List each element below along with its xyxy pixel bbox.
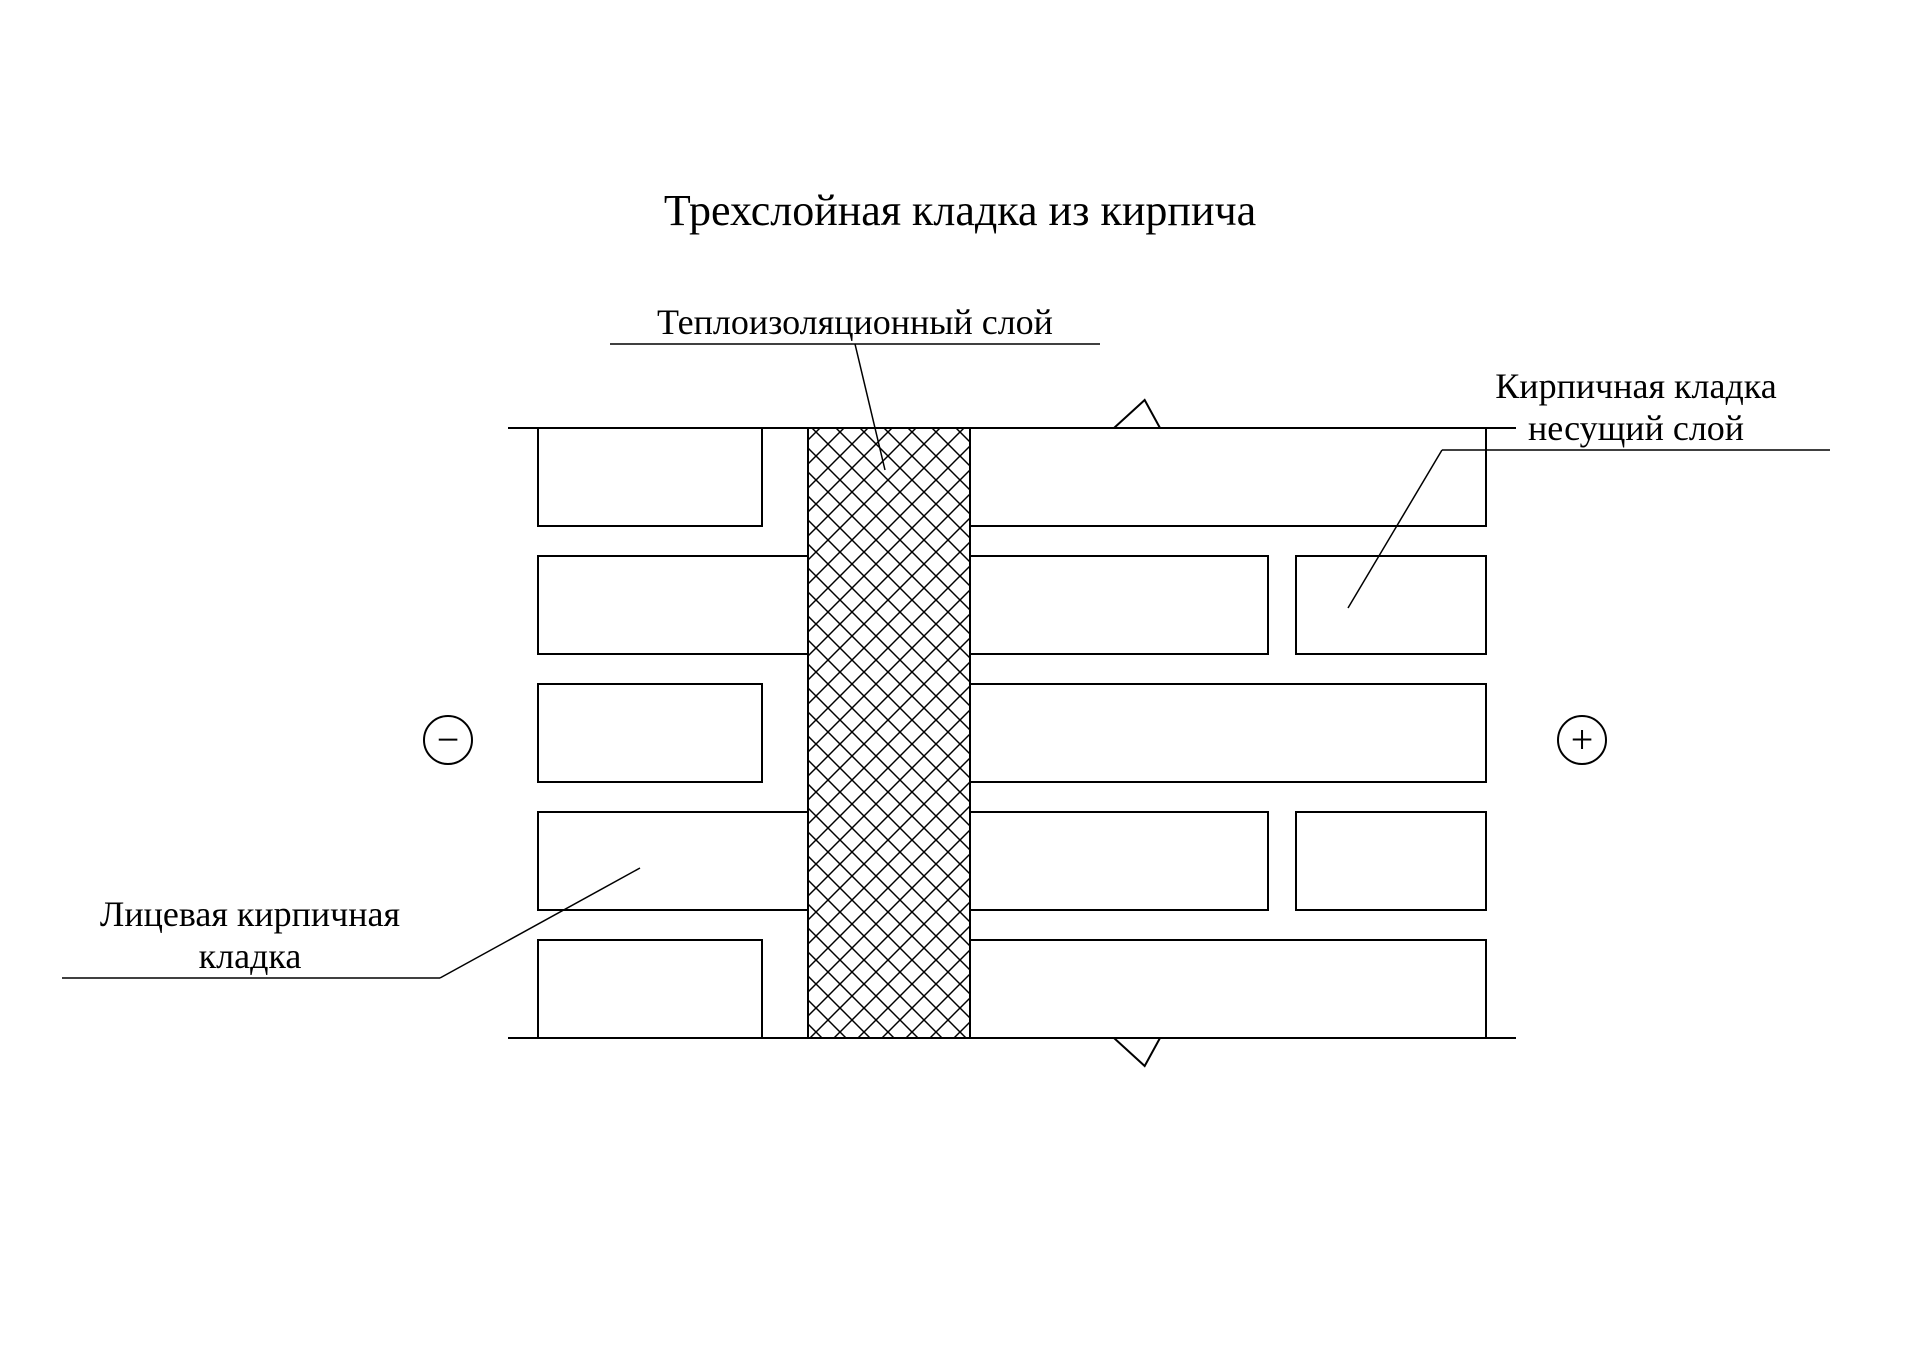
facing-brick <box>538 940 762 1038</box>
bearing-brick <box>970 684 1486 782</box>
facing-brick <box>538 812 808 910</box>
facing-label: кладка <box>199 936 302 976</box>
facing-brick <box>538 556 808 654</box>
bearing-brick <box>970 940 1486 1038</box>
bearing-brick <box>1296 812 1486 910</box>
bearing-brick <box>1296 556 1486 654</box>
insulation-layer <box>808 428 970 1038</box>
diagram-title: Трехслойная кладка из кирпича <box>664 186 1256 235</box>
cold-side-glyph: − <box>437 717 460 762</box>
insulation-label: Теплоизоляционный слой <box>657 302 1053 342</box>
bearing-brick <box>970 556 1268 654</box>
facing-brick <box>538 684 762 782</box>
facing-label: Лицевая кирпичная <box>100 894 400 934</box>
bearing-label: несущий слой <box>1528 408 1744 448</box>
bearing-brick <box>970 428 1486 526</box>
facing-brick <box>538 428 762 526</box>
bearing-brick <box>970 812 1268 910</box>
bearing-label: Кирпичная кладка <box>1495 366 1776 406</box>
warm-side-glyph: + <box>1571 717 1594 762</box>
